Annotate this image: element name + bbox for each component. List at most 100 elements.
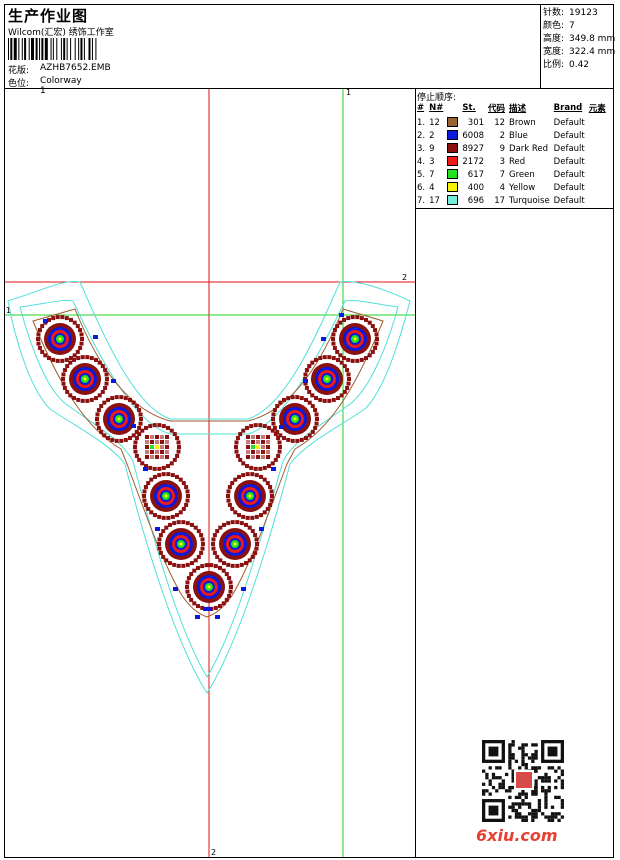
- table-row: 6. 4 400 4 Yellow Default: [416, 181, 609, 194]
- stat-width: 宽度: 322.4 mm: [543, 44, 615, 57]
- cell-desc: Brown: [509, 117, 536, 128]
- color-swatch: [447, 143, 459, 154]
- cell-element: [588, 129, 609, 142]
- color-swatch: [447, 130, 459, 141]
- cell-swatch: [446, 194, 461, 207]
- table-row: 3. 9 8927 9 Dark Red Default: [416, 142, 609, 155]
- stat-value: 322.4 mm: [569, 47, 616, 57]
- cell-code: 400: [467, 182, 485, 193]
- guide-label: 1: [6, 306, 11, 315]
- studio-subtitle: Wilcom(汇宏) 绣饰工作室: [8, 28, 114, 38]
- cell-st: 9: [499, 143, 506, 154]
- table-row: 1. 12 301 12 Brown Default: [416, 116, 609, 129]
- embroidery-motifs: [36, 313, 379, 619]
- cell-desc: Green: [509, 169, 535, 180]
- cell-st: 4: [499, 182, 506, 193]
- header-divider: [4, 88, 614, 89]
- cell-brand: Default: [553, 182, 585, 193]
- cell-seq: 5.: [417, 169, 426, 180]
- stat-label: 高度:: [543, 34, 565, 44]
- cell-brand: Default: [553, 169, 585, 180]
- cell-seq: 3.: [417, 143, 426, 154]
- cell-desc: Dark Red: [509, 143, 549, 154]
- cell-seq: 6.: [417, 182, 426, 193]
- col-desc: 描述: [509, 104, 527, 114]
- cell-brand: Default: [553, 156, 585, 167]
- guide-label: 2: [211, 848, 216, 857]
- design-stats: 针数: 19123 颜色: 7 高度: 349.8 mm 宽度: 322.4 mm 比例…: [540, 4, 615, 88]
- stat-stitches: 针数: 19123: [543, 5, 598, 18]
- sheet-header: 生产作业图 Wilcom(汇宏) 绣饰工作室 花版: AZHB7652.EMB …: [5, 5, 540, 96]
- cell-needle: 4: [429, 182, 435, 193]
- cell-desc: Red: [509, 156, 526, 167]
- cell-seq: 4.: [417, 156, 426, 167]
- sequence-divider: [415, 208, 614, 209]
- cell-st: 2: [499, 130, 506, 141]
- stat-value: 0.42: [569, 60, 590, 70]
- color-swatch: [447, 156, 459, 167]
- table-row: 2. 2 6008 2 Blue Default: [416, 129, 609, 142]
- cell-element: [588, 142, 609, 155]
- cell-swatch: [446, 142, 461, 155]
- cell-code: 8927: [462, 143, 485, 154]
- color-swatch: [447, 117, 459, 128]
- cell-code: 617: [467, 169, 485, 180]
- stat-colors: 颜色: 7: [543, 18, 575, 31]
- color-swatch: [447, 195, 459, 206]
- col-element: 元素: [588, 104, 606, 114]
- panel-divider: [415, 88, 416, 858]
- cell-needle: 12: [429, 117, 440, 128]
- cell-swatch: [446, 181, 461, 194]
- col-needle: N#: [429, 103, 444, 113]
- cell-code: 696: [467, 195, 485, 206]
- cell-needle: 9: [429, 143, 435, 154]
- design-file-row: 花版: AZHB7652.EMB: [8, 63, 111, 76]
- cell-brand: Default: [553, 143, 585, 154]
- cell-needle: 17: [429, 195, 440, 206]
- cell-element: [588, 168, 609, 181]
- colorway-row: 色位: Colorway 1: [8, 76, 82, 96]
- cell-needle: 3: [429, 156, 435, 167]
- stat-scale: 比例: 0.42: [543, 57, 589, 70]
- design-file-value: AZHB7652.EMB: [40, 63, 111, 73]
- sheet-frame: [4, 4, 614, 858]
- col-brand: Brand: [553, 103, 583, 113]
- cell-brand: Default: [553, 130, 585, 141]
- cell-desc: Blue: [509, 130, 528, 141]
- stat-height: 高度: 349.8 mm: [543, 31, 615, 44]
- guide-label: 1: [346, 89, 351, 97]
- color-swatch: [447, 182, 459, 193]
- cell-code: 6008: [462, 130, 485, 141]
- cell-element: [588, 116, 609, 129]
- cell-desc: Yellow: [509, 182, 536, 193]
- cell-needle: 2: [429, 130, 435, 141]
- col-code: 代码: [488, 104, 506, 114]
- cell-code: 301: [467, 117, 485, 128]
- page-title: 生产作业图: [8, 7, 89, 25]
- stat-value: 19123: [569, 8, 598, 18]
- guide-label: 2: [402, 273, 407, 282]
- cell-code: 2172: [462, 156, 485, 167]
- table-row: 4. 3 2172 3 Red Default: [416, 155, 609, 168]
- collar-outline-outer: [7, 280, 411, 694]
- watermark-logo: 6xiu.com: [476, 826, 558, 845]
- barcode: [8, 38, 97, 60]
- col-swatch: [446, 102, 461, 116]
- stat-value: 349.8 mm: [569, 34, 616, 44]
- table-row: 7. 17 696 17 Turquoise Default: [416, 194, 609, 207]
- cell-element: [588, 155, 609, 168]
- cell-st: 7: [499, 169, 506, 180]
- color-swatch: [447, 169, 459, 180]
- cell-brand: Default: [553, 117, 585, 128]
- stat-value: 7: [569, 21, 575, 31]
- cell-swatch: [446, 116, 461, 129]
- color-sequence-table: # N# St. 代码 描述 Brand 元素 1. 12 301 12 Brown De…: [416, 102, 609, 207]
- cell-swatch: [446, 168, 461, 181]
- collar-border: [32, 308, 384, 618]
- cell-brand: Default: [553, 195, 585, 206]
- stat-label: 宽度:: [543, 47, 565, 57]
- cell-seq: 2.: [417, 130, 426, 141]
- cell-st: 17: [494, 195, 506, 206]
- table-row: 5. 7 617 7 Green Default: [416, 168, 609, 181]
- qr-code: [482, 740, 564, 822]
